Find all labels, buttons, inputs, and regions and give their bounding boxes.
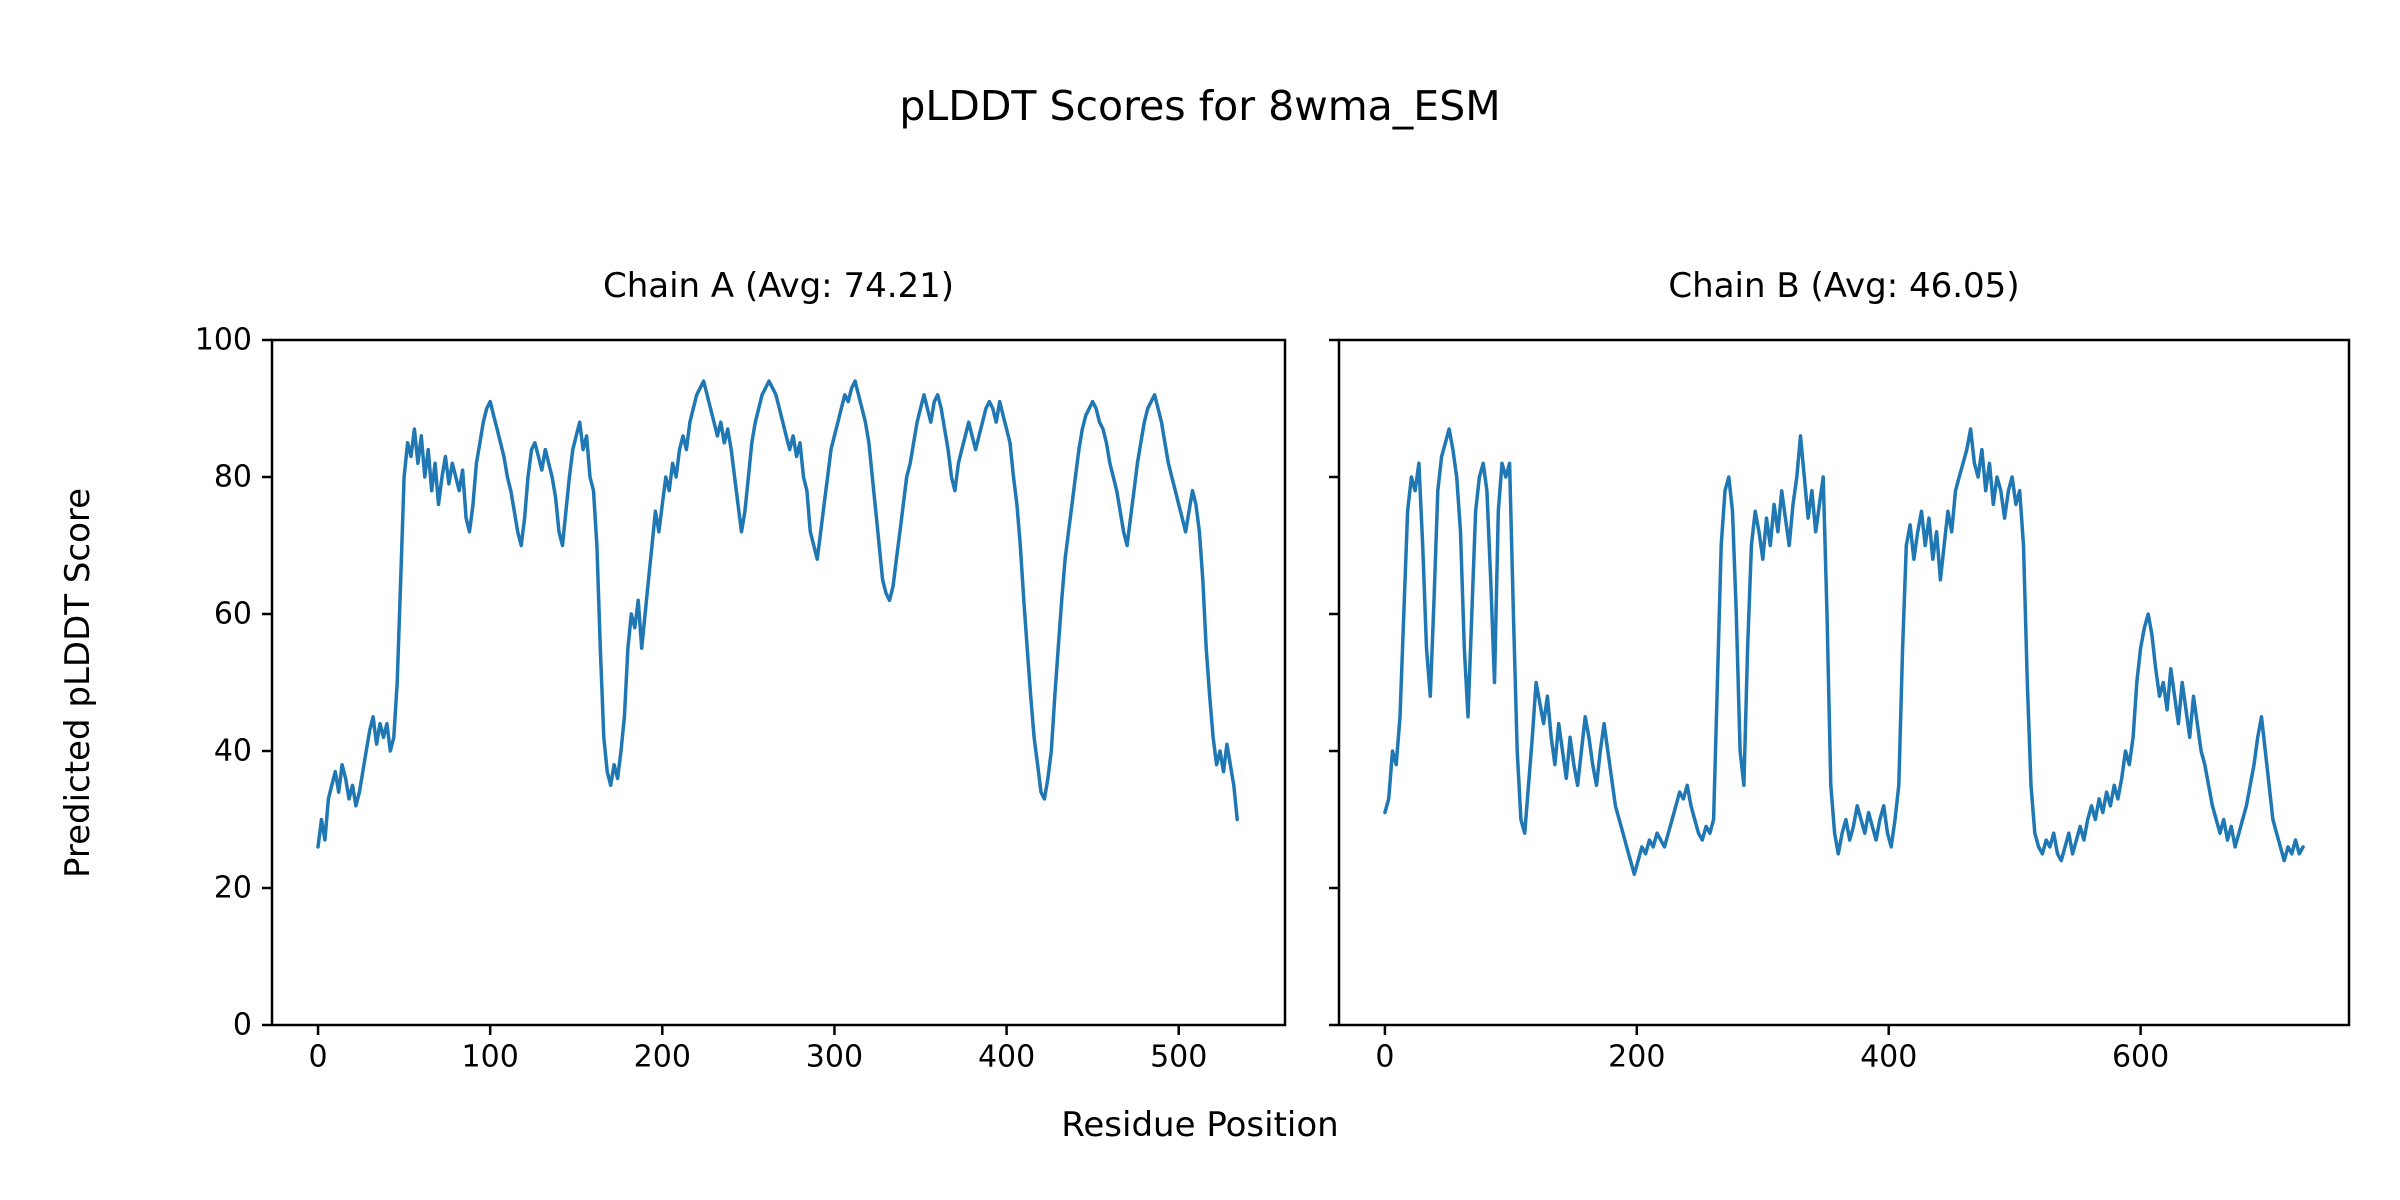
y-axis-label: Predicted pLDDT Score — [58, 487, 98, 879]
chain-b-x-tick-label: 600 — [2112, 1040, 2169, 1075]
chain-b-plot: 0 200 400 600 — [1329, 338, 2351, 1075]
chain-b-axes-spines — [1337, 338, 2351, 1027]
chain-a-x-tick-label: 100 — [462, 1040, 519, 1075]
figure-title: pLDDT Scores for 8wma_ESM — [899, 82, 1501, 130]
chain-a-x-tick-label: 400 — [978, 1040, 1035, 1075]
chain-a-axes-spines — [270, 338, 1287, 1027]
chain-b-x-tick-label: 0 — [1375, 1040, 1394, 1075]
chain-a-x-tick-label: 300 — [806, 1040, 863, 1075]
chain-a-y-tick-label: 0 — [233, 1008, 252, 1043]
chain-a-plot: 0 100 200 300 400 500 0 20 40 60 80 100 — [195, 323, 1287, 1075]
subplot-title-chain-a: Chain A (Avg: 74.21) — [602, 266, 955, 306]
chain-a-y-tick-label: 60 — [214, 597, 252, 632]
chain-b-plddt-line — [1383, 427, 2305, 877]
chain-b-x-ticks: 0 200 400 600 — [1375, 1025, 2169, 1075]
chain-a-x-tick-label: 500 — [1150, 1040, 1207, 1075]
chain-a-plddt-line — [316, 379, 1239, 849]
chain-b-x-tick-label: 400 — [1860, 1040, 1917, 1075]
chain-a-y-ticks: 0 20 40 60 80 100 — [195, 323, 272, 1043]
chain-a-y-tick-label: 100 — [195, 323, 252, 358]
chain-a-y-tick-label: 40 — [214, 734, 252, 769]
subplot-title-chain-b: Chain B (Avg: 46.05) — [1668, 266, 2020, 306]
chain-a-y-tick-label: 20 — [214, 871, 252, 906]
x-axis-label: Residue Position — [1061, 1105, 1339, 1145]
chain-b-y-ticks — [1329, 338, 1339, 1027]
chain-a-x-ticks: 0 100 200 300 400 500 — [308, 1025, 1207, 1075]
chain-b-x-tick-label: 200 — [1608, 1040, 1665, 1075]
chain-a-y-tick-label: 80 — [214, 460, 252, 495]
chain-a-x-tick-label: 0 — [308, 1040, 327, 1075]
chain-a-x-tick-label: 200 — [634, 1040, 691, 1075]
